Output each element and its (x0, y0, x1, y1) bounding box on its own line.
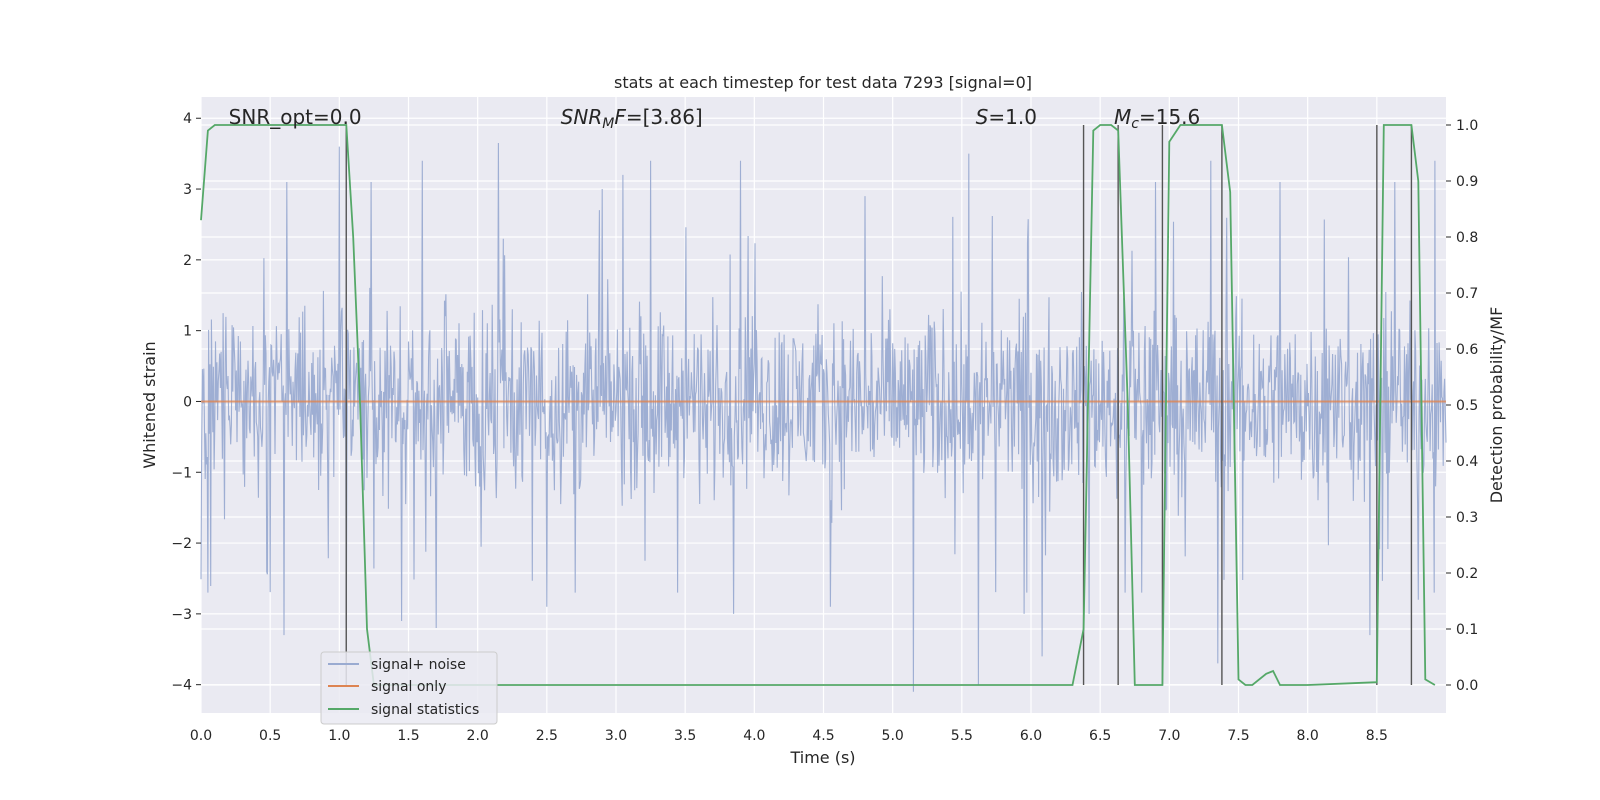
signal-noise-line (200, 142, 1447, 692)
y-right-tick-label: 0.3 (1456, 510, 1478, 526)
y-right-tick-label: 0.6 (1456, 342, 1478, 358)
y-right-tick-label: 0.0 (1456, 678, 1478, 694)
x-tick-label: 3.0 (605, 728, 627, 744)
x-tick-label: 7.5 (1227, 728, 1249, 744)
y-right-tick-label: 1.0 (1456, 118, 1478, 134)
annotation-main: M (1114, 105, 1131, 129)
annotation-suffix-italic: F (614, 105, 626, 129)
annotation-suffix: =15.6 (1139, 105, 1200, 129)
y-axis-right-ticks: 0.0 0.1 0.2 0.3 0.4 0.5 0.6 0.7 0.8 0.9 1.0 (1446, 118, 1478, 694)
x-tick-label: 0.0 (190, 728, 212, 744)
y-left-tick-label: −1 (171, 465, 192, 481)
legend-box (320, 651, 498, 725)
annotation-main: S (976, 105, 989, 129)
y-left-tick-label: 2 (183, 253, 192, 269)
y-left-tick-label: −3 (171, 607, 192, 623)
annotations: SNR_opt=0.0 SNRMF=[3.86] S=1.0 Mc=15.6 (229, 105, 1201, 132)
x-tick-label: 8.0 (1297, 728, 1319, 744)
x-tick-label: 2.0 (467, 728, 489, 744)
y-axis-right-label: Detection probability/MF (1487, 307, 1506, 504)
y-left-tick-label: −4 (171, 678, 192, 694)
annotation-text: Mc=15.6 (1114, 105, 1200, 132)
x-tick-label: 5.5 (951, 728, 973, 744)
legend-label-signal-only: signal only (371, 679, 446, 695)
x-tick-label: 4.5 (812, 728, 834, 744)
x-tick-label: 6.5 (1089, 728, 1111, 744)
annotation-subscript: c (1131, 116, 1139, 132)
y-right-tick-label: 0.5 (1456, 398, 1478, 414)
x-tick-label: 5.0 (882, 728, 904, 744)
x-tick-label: 1.5 (397, 728, 419, 744)
annotation-text: SNRMF=[3.86] (561, 105, 703, 132)
x-tick-label: 6.0 (1020, 728, 1042, 744)
y-left-tick-label: 1 (183, 324, 192, 340)
x-tick-label: 0.5 (259, 728, 281, 744)
legend-label-signal-noise: signal+ noise (371, 657, 466, 673)
legend: signal+ noise signal only signal statist… (320, 651, 498, 725)
y-right-tick-label: 0.8 (1456, 230, 1478, 246)
signal-statistics-series (200, 124, 1436, 686)
x-tick-label: 1.0 (328, 728, 350, 744)
x-axis-label: Time (s) (789, 748, 855, 767)
y-right-tick-label: 0.2 (1456, 566, 1478, 582)
legend-label-signal-statistics: signal statistics (371, 702, 479, 718)
x-axis-ticks: 0.0 0.5 1.0 1.5 2.0 2.5 3.0 3.5 4.0 4.5 5.0 5.5 6.0 6… (190, 728, 1388, 744)
chart-title: stats at each timestep for test data 729… (614, 73, 1032, 92)
annotation-suffix: =1.0 (988, 105, 1037, 129)
signal-statistics-line (200, 124, 1436, 686)
y-left-tick-label: −2 (171, 536, 192, 552)
y-left-tick-label: 0 (183, 394, 192, 410)
annotation-main: SNR_opt=0.0 (229, 105, 362, 129)
x-tick-label: 8.5 (1366, 728, 1388, 744)
annotation-main: SNR (561, 105, 603, 129)
x-tick-label: 4.0 (743, 728, 765, 744)
annotation-text: SNR_opt=0.0 (229, 105, 362, 129)
y-axis-left-label: Whitened strain (140, 341, 159, 468)
y-right-tick-label: 0.1 (1456, 622, 1478, 638)
x-tick-label: 7.0 (1158, 728, 1180, 744)
x-tick-label: 2.5 (536, 728, 558, 744)
annotation-subscript: M (602, 116, 614, 132)
y-left-tick-label: 3 (183, 182, 192, 198)
x-tick-label: 3.5 (674, 728, 696, 744)
y-left-tick-label: 4 (183, 111, 192, 127)
y-right-tick-label: 0.7 (1456, 286, 1478, 302)
y-right-tick-label: 0.4 (1456, 454, 1478, 470)
annotation-suffix: F=[3.86] (614, 105, 702, 129)
y-right-tick-label: 0.9 (1456, 174, 1478, 190)
y-axis-left-ticks: −4 −3 −2 −1 0 1 2 3 4 (171, 111, 201, 694)
signal-noise-series (200, 142, 1447, 692)
annotation-text: S=1.0 (976, 105, 1037, 129)
